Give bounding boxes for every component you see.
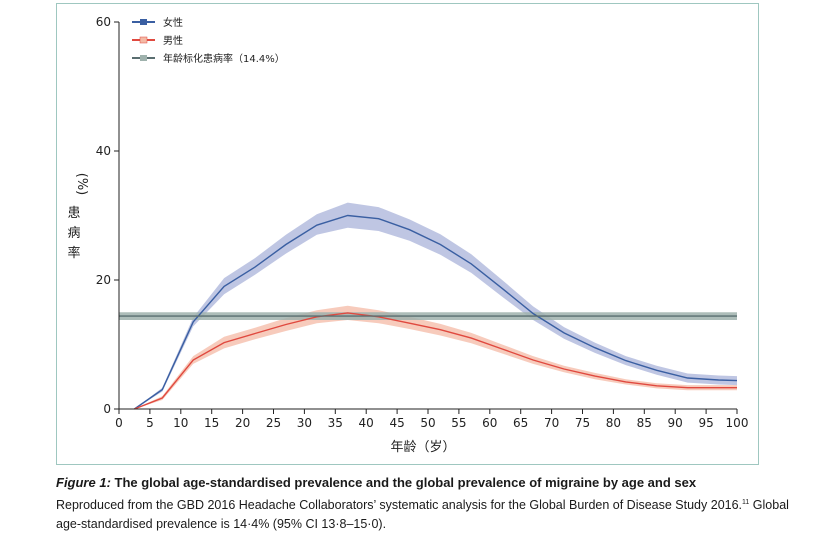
figure-frame [56, 3, 759, 465]
x-tick-label: 60 [482, 416, 497, 430]
confidence-band-male [134, 305, 737, 409]
x-tick-label: 5 [146, 416, 154, 430]
legend-item-male: 男性 [132, 34, 183, 47]
y-axis-label-char-2: 病 [67, 226, 80, 241]
figure-label: Figure 1: [56, 475, 111, 490]
caption-text-2: Global age-standardised prevalence is 14… [56, 498, 789, 532]
x-tick-label: 15 [204, 416, 219, 430]
x-tick-label: 20 [235, 416, 250, 430]
y-ticks: 0 20 40 60 [96, 15, 119, 416]
y-axis-unit: (%) [74, 173, 89, 196]
figure-title: The global age-standardised prevalence a… [110, 475, 697, 490]
confidence-band-female [134, 202, 737, 409]
y-tick-label: 60 [96, 15, 111, 29]
y-axis-label-char-1: 患 [67, 206, 80, 221]
x-tick-label: 50 [420, 416, 435, 430]
legend-label-female: 女性 [163, 16, 183, 29]
legend-marker-male [139, 36, 148, 44]
x-tick-label: 85 [637, 416, 652, 430]
legend-marker-female [140, 19, 147, 25]
x-tick-label: 40 [359, 416, 374, 430]
x-tick-label: 10 [173, 416, 188, 430]
series-lines [119, 214, 738, 410]
legend: 女性 男性 年龄标化患病率（14.4%） [132, 16, 285, 65]
x-tick-label: 0 [115, 416, 123, 430]
x-tick-label: 65 [513, 416, 528, 430]
series-line-female [134, 214, 738, 410]
confidence-bands [119, 202, 737, 409]
x-tick-label: 70 [544, 416, 559, 430]
series-line-male [134, 312, 737, 410]
y-tick-label: 20 [96, 273, 111, 287]
figure-caption-title: Figure 1: The global age-standardised pr… [56, 475, 796, 490]
x-tick-label: 95 [698, 416, 713, 430]
legend-label-age-standardised: 年龄标化患病率（14.4%） [163, 52, 285, 65]
x-tick-label: 30 [297, 416, 312, 430]
x-tick-label: 25 [266, 416, 281, 430]
x-axis-label: 年龄（岁） [390, 440, 455, 455]
x-tick-label: 100 [726, 416, 749, 430]
x-tick-label: 55 [451, 416, 466, 430]
x-ticks: 0 5 10 15 20 25 30 35 40 45 50 55 60 65 70 75 80 85 90 95 10… [115, 409, 748, 430]
x-tick-label: 35 [328, 416, 343, 430]
x-tick-label: 80 [606, 416, 621, 430]
legend-marker-age-standardised [140, 55, 147, 61]
figure-caption-body: Reproduced from the GBD 2016 Headache Co… [56, 493, 796, 534]
y-axis-label-char-3: 率 [67, 245, 80, 261]
x-tick-label: 75 [575, 416, 590, 430]
legend-item-age-standardised: 年龄标化患病率（14.4%） [132, 52, 285, 65]
x-tick-label: 90 [668, 416, 683, 430]
legend-label-male: 男性 [163, 34, 183, 47]
y-tick-label: 0 [103, 402, 111, 416]
chart: 0 5 10 15 20 25 30 35 40 45 50 55 60 65 70 75 80 85 90 95 10… [67, 15, 748, 455]
y-tick-label: 40 [96, 144, 111, 158]
x-tick-label: 45 [389, 416, 404, 430]
caption-text-1: Reproduced from the GBD 2016 Headache Co… [56, 498, 743, 513]
legend-item-female: 女性 [132, 16, 183, 29]
citation-marker: 11 [742, 499, 750, 506]
